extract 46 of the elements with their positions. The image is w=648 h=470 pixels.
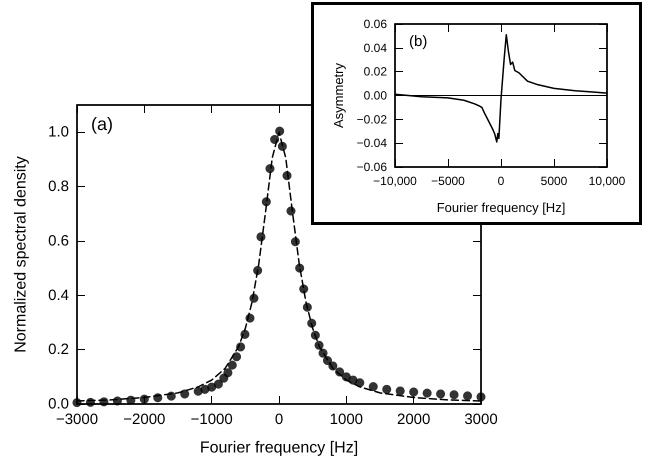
y-tick-label: 0.4 bbox=[48, 286, 69, 304]
y-tick-label: 0.04 bbox=[364, 40, 388, 55]
y-tick-label: 0.02 bbox=[364, 64, 388, 79]
x-tick-label: 10,000 bbox=[588, 174, 626, 188]
point bbox=[368, 382, 378, 392]
point bbox=[450, 390, 459, 400]
point bbox=[223, 368, 232, 378]
y-tick-label: 0.6 bbox=[48, 232, 69, 250]
x-tick-label: 3000 bbox=[464, 411, 498, 428]
y-tick-label: 0.0 bbox=[48, 396, 69, 412]
point bbox=[232, 352, 242, 362]
point bbox=[396, 386, 405, 396]
x-tick-label: 1000 bbox=[330, 411, 364, 428]
x-tick-label: −10,000 bbox=[373, 174, 418, 188]
point bbox=[463, 391, 472, 400]
point bbox=[436, 389, 446, 398]
y-tick-label: 0.2 bbox=[48, 341, 69, 358]
x-tick-label: −1000 bbox=[190, 411, 233, 428]
y-tick-label: 0.00 bbox=[364, 88, 388, 102]
point bbox=[409, 388, 418, 397]
y-tick-label: 0.8 bbox=[48, 178, 69, 196]
x-tick-label: 0 bbox=[498, 174, 505, 188]
y-tick-label: 0.06 bbox=[364, 17, 388, 31]
x-axis-title: Fourier frequency [Hz] bbox=[200, 440, 358, 456]
point bbox=[207, 382, 216, 392]
y-tick-label: −0.06 bbox=[356, 160, 388, 174]
point bbox=[228, 360, 237, 370]
x-tick-label: −5000 bbox=[431, 174, 466, 188]
y-tick-label: −0.04 bbox=[356, 136, 388, 150]
y-tick-label: 1.0 bbox=[48, 124, 69, 141]
x-axis-title: Fourier frequency [Hz] bbox=[436, 200, 566, 215]
annotation: (a) bbox=[91, 114, 113, 134]
annotation: (b) bbox=[409, 33, 428, 50]
point bbox=[476, 392, 486, 402]
x-tick-label: −2000 bbox=[123, 411, 166, 428]
y-axis-title: Normalized spectral density bbox=[12, 156, 30, 353]
y-axis-title: Asymmetry bbox=[331, 62, 346, 128]
y-tick-label: −0.02 bbox=[356, 112, 388, 126]
point bbox=[214, 380, 223, 389]
point bbox=[382, 384, 392, 394]
x-tick-label: 2000 bbox=[396, 411, 430, 428]
point bbox=[422, 388, 432, 398]
x-tick-label: 5000 bbox=[540, 174, 568, 188]
point bbox=[180, 389, 190, 398]
x-tick-label: −3000 bbox=[56, 411, 98, 428]
x-tick-label: 0 bbox=[274, 411, 284, 428]
